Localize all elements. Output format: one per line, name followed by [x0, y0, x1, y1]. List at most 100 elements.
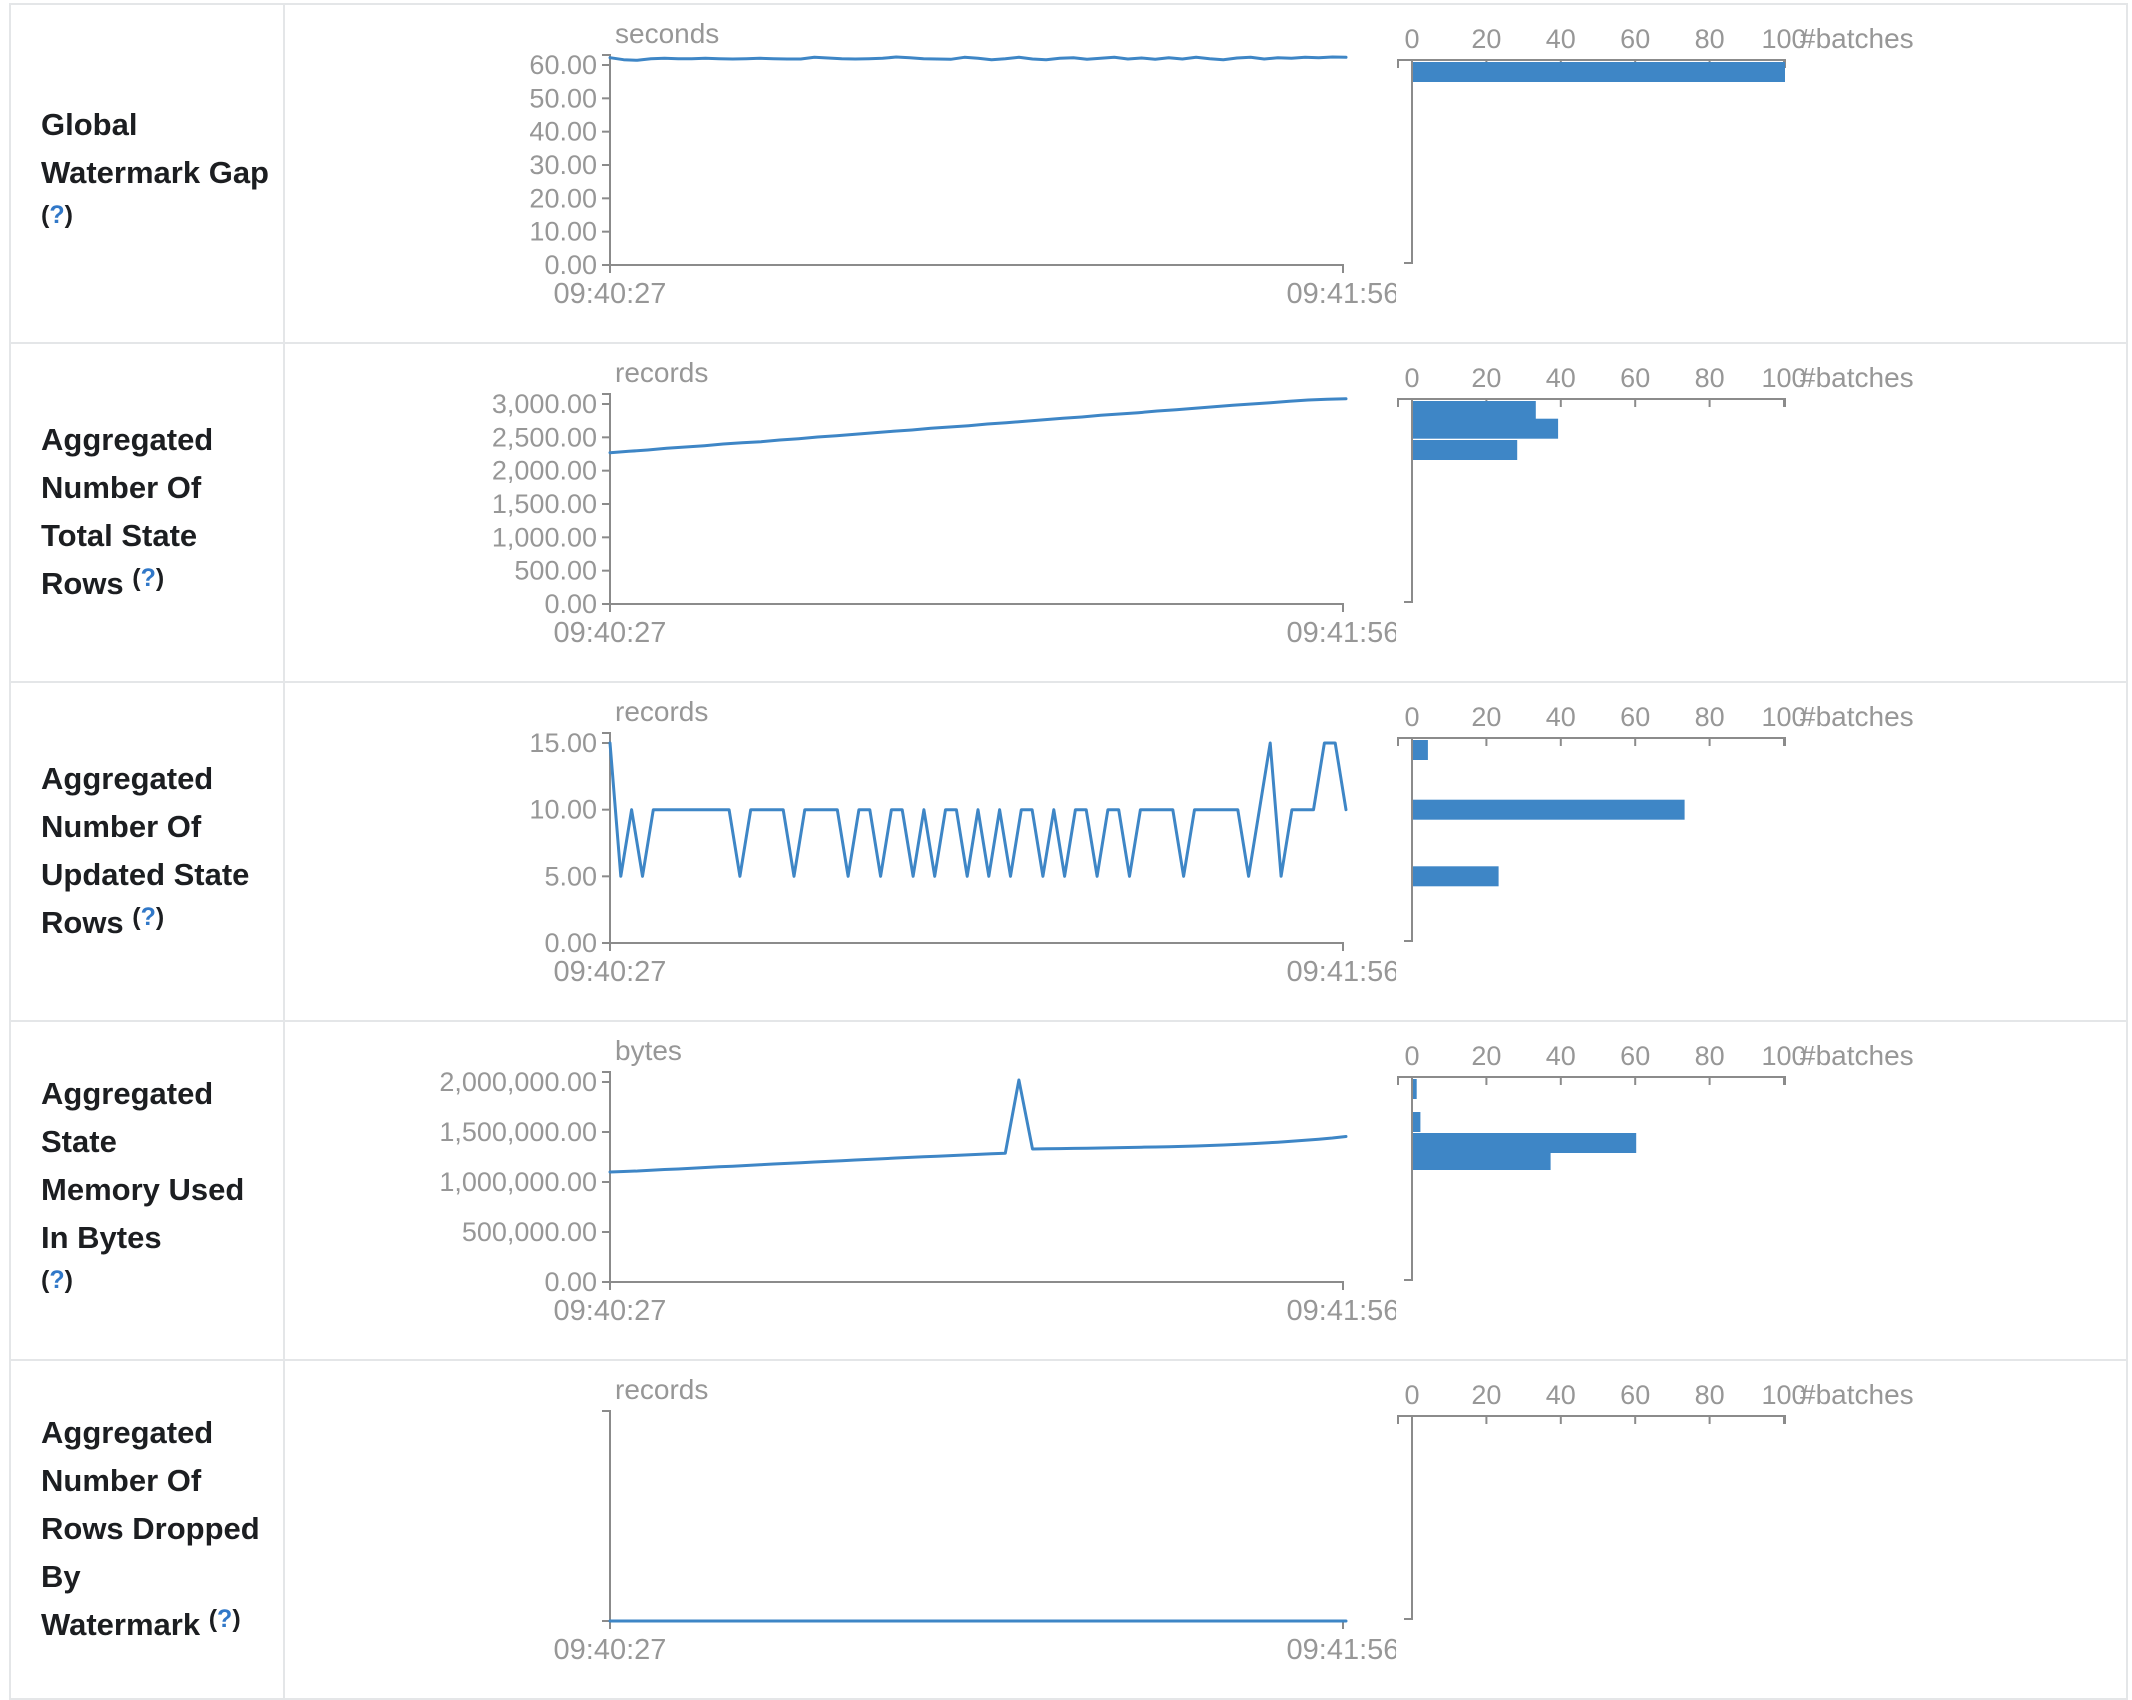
batches-axis-label: #batches — [1800, 701, 1914, 732]
x-tick-label: 09:41:56 — [1287, 1634, 1396, 1666]
metric-row: Aggregated Number Of Total State Rows (?)… — [11, 344, 2126, 683]
x-tick-label: 09:40:27 — [554, 956, 667, 988]
metric-title-line: Aggregated Number Of — [41, 1414, 214, 1498]
histogram-chart-cell: 0 20 40 60 80 100 #batches — [1396, 683, 2126, 1020]
batches-tick-label: 60 — [1620, 1380, 1650, 1410]
batches-tick-label: 20 — [1471, 702, 1501, 732]
metric-title-line: Updated State Rows (?) — [41, 856, 250, 940]
unit-label: bytes — [615, 1035, 682, 1066]
batches-tick-label: 0 — [1404, 363, 1419, 393]
help-tooltip-link[interactable]: (?) — [132, 563, 165, 592]
metric-row: Aggregated Number Of Rows Dropped By Water… — [11, 1361, 2126, 1698]
y-tick-label: 2,500.00 — [492, 422, 597, 452]
y-tick-label: 15.00 — [529, 728, 597, 758]
metric-title-line: Aggregated Number Of — [41, 421, 214, 505]
unit-label: seconds — [615, 18, 719, 49]
histogram-bar — [1413, 1079, 1417, 1099]
histogram-chart-cell: 0 20 40 60 80 100 #batches — [1396, 1022, 2126, 1359]
streaming-statistics-table: Global Watermark Gap (?) seconds 0.00 10.00… — [9, 3, 2128, 1700]
batches-tick-label: 0 — [1404, 1380, 1419, 1410]
histogram-bar-chart: 0 20 40 60 80 100#batches — [1397, 701, 1914, 942]
histogram-bar-chart: 0 20 40 60 80 100#batches — [1397, 1379, 1914, 1620]
y-tick-label: 1,000.00 — [492, 522, 597, 552]
metric-row: Aggregated Number Of Updated State Rows (… — [11, 683, 2126, 1022]
x-tick-label: 09:40:27 — [554, 1634, 667, 1666]
batches-tick-label: 20 — [1471, 24, 1501, 54]
batches-tick-label: 20 — [1471, 1380, 1501, 1410]
x-tick-label: 09:41:56 — [1287, 1295, 1396, 1327]
histogram-bar-chart: 0 20 40 60 80 100#batches — [1397, 362, 1914, 603]
metric-title-line: Watermark (?) — [41, 1604, 241, 1642]
batches-axis-label: #batches — [1800, 1379, 1914, 1410]
unit-label: records — [615, 696, 708, 727]
batches-tick-label: 60 — [1620, 24, 1650, 54]
x-tick-label: 09:41:56 — [1287, 278, 1396, 310]
y-tick-label: 1,000,000.00 — [439, 1167, 597, 1197]
unit-label: records — [615, 1374, 708, 1405]
histogram-chart-cell: 0 20 40 60 80 100 #batches — [1396, 1361, 2126, 1698]
histogram-bar-chart: 0 20 40 60 80 100#batches — [1397, 1040, 1914, 1281]
metric-title-line: Total State Rows (?) — [41, 517, 198, 601]
batches-tick-label: 40 — [1546, 702, 1576, 732]
histogram-chart-cell: 0 20 40 60 80 100 #batches — [1396, 5, 2126, 342]
help-tooltip-link[interactable]: (?) — [208, 1604, 241, 1633]
timeline-line-chart: bytes 0.00 500,000.00 1,000,000.00 1,500,000… — [439, 1035, 1396, 1327]
timeline-line-chart: records 09:40:27 09:41:56 — [554, 1374, 1396, 1666]
batches-tick-label: 100 — [1761, 24, 1806, 54]
timeline-series — [608, 55, 1348, 62]
batches-axis-label: #batches — [1800, 362, 1914, 393]
batches-axis-label: #batches — [1800, 1040, 1914, 1071]
batches-tick-label: 40 — [1546, 1041, 1576, 1071]
metric-label: Aggregated Number Of Updated State Rows (… — [11, 683, 285, 1020]
histogram-bar — [1413, 1150, 1551, 1170]
batches-tick-label: 60 — [1620, 363, 1650, 393]
histogram-bar — [1413, 1133, 1637, 1153]
batches-tick-label: 100 — [1761, 363, 1806, 393]
y-tick-label: 5.00 — [544, 861, 597, 891]
help-tooltip-link[interactable]: (?) — [132, 902, 165, 931]
y-tick-label: 50.00 — [529, 83, 597, 113]
histogram-bar-chart: 0 20 40 60 80 100#batches — [1397, 23, 1914, 264]
y-tick-label: 0.00 — [544, 928, 597, 958]
y-tick-label: 500.00 — [514, 556, 597, 586]
x-tick-label: 09:40:27 — [554, 617, 667, 649]
help-tooltip-link[interactable]: (?) — [41, 1265, 73, 1294]
y-tick-label: 30.00 — [529, 150, 597, 180]
batches-tick-label: 20 — [1471, 1041, 1501, 1071]
batches-tick-label: 80 — [1695, 1380, 1725, 1410]
batches-tick-label: 80 — [1695, 24, 1725, 54]
x-tick-label: 09:40:27 — [554, 278, 667, 310]
batches-tick-label: 80 — [1695, 702, 1725, 732]
metric-title-line: Rows Dropped By — [41, 1510, 260, 1594]
batches-tick-label: 40 — [1546, 363, 1576, 393]
y-tick-label: 1,500,000.00 — [439, 1117, 597, 1147]
batches-tick-label: 40 — [1546, 24, 1576, 54]
metric-title-line: (?) — [41, 1262, 269, 1312]
y-tick-label: 10.00 — [529, 795, 597, 825]
y-tick-label: 20.00 — [529, 183, 597, 213]
y-tick-label: 0.00 — [544, 1267, 597, 1297]
batches-tick-label: 80 — [1695, 363, 1725, 393]
y-tick-label: 10.00 — [529, 217, 597, 247]
y-tick-label: 40.00 — [529, 117, 597, 147]
metric-title-line: Aggregated State — [41, 1075, 214, 1159]
batches-tick-label: 40 — [1546, 1380, 1576, 1410]
batches-tick-label: 100 — [1761, 1041, 1806, 1071]
metric-title-line: Aggregated Number Of — [41, 760, 214, 844]
y-tick-label: 0.00 — [544, 589, 597, 619]
x-tick-label: 09:40:27 — [554, 1295, 667, 1327]
batches-tick-label: 60 — [1620, 702, 1650, 732]
histogram-bar — [1413, 440, 1518, 460]
y-tick-label: 3,000.00 — [492, 389, 597, 419]
x-tick-label: 09:41:56 — [1287, 956, 1396, 988]
metric-row: Global Watermark Gap (?) seconds 0.00 10.00… — [11, 5, 2126, 344]
histogram-bar — [1413, 799, 1685, 820]
help-tooltip-link[interactable]: (?) — [41, 200, 73, 229]
y-tick-label: 1,500.00 — [492, 489, 597, 519]
histogram-bar — [1413, 418, 1559, 439]
metric-title-line: Global Watermark Gap — [41, 106, 269, 190]
batches-tick-label: 0 — [1404, 24, 1419, 54]
timeline-chart-cell: records 0.00 5.00 10.00 15.00 09:40:27 09:41:5… — [285, 683, 1396, 1020]
